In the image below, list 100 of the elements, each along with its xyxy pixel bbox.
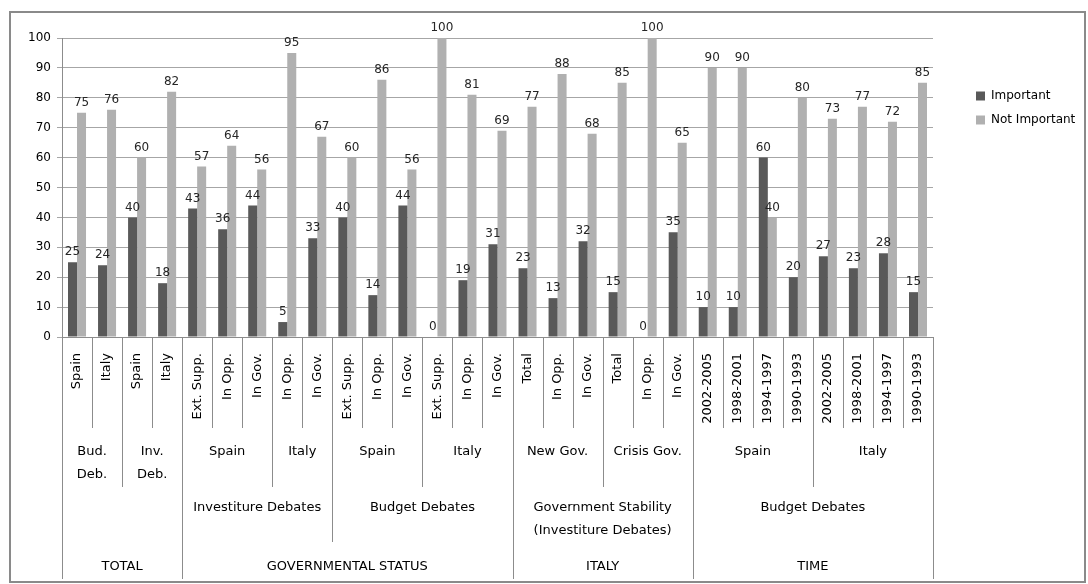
data-label: 44 <box>395 187 411 202</box>
y-tick-label: 100 <box>28 30 51 45</box>
x-tick-label: Spain <box>68 353 84 390</box>
x-tick-label: Italy <box>98 352 114 382</box>
bar <box>458 280 468 337</box>
data-label: 44 <box>245 187 261 202</box>
text: ITALY <box>586 558 620 574</box>
bar <box>788 277 798 337</box>
x-tick-label: 1998-2001 <box>849 353 865 424</box>
bar <box>308 238 318 337</box>
bar <box>818 256 828 337</box>
x-tick-label: Ext. Supp. <box>428 353 444 420</box>
x-tick-label: 2002-2005 <box>699 353 715 424</box>
data-label: 36 <box>215 211 231 226</box>
y-tick-label: 70 <box>35 119 51 134</box>
bar <box>668 232 678 337</box>
data-label: 88 <box>554 56 570 70</box>
bar <box>878 253 888 337</box>
y-tick-label: 30 <box>35 239 51 254</box>
data-label: 10 <box>695 289 711 304</box>
bar <box>218 229 228 337</box>
data-label: 100 <box>640 20 664 35</box>
bar <box>488 244 498 337</box>
text: New Gov. <box>526 443 589 459</box>
data-label: 5 <box>278 304 287 319</box>
x-tick-label: In Opp. <box>368 353 384 401</box>
bar <box>698 307 708 337</box>
data-label: 15 <box>605 274 621 289</box>
y-tick-label: 0 <box>43 329 51 344</box>
text: TOTAL <box>100 558 144 574</box>
x-tick-label: In Opp. <box>639 353 655 401</box>
x-tick-label: In Gov. <box>578 353 594 399</box>
x-tick-label: Total <box>609 353 625 385</box>
data-label: 82 <box>163 73 180 88</box>
data-label: 20 <box>785 259 801 274</box>
data-label: 15 <box>905 274 922 289</box>
legend-label: Important <box>991 88 1051 103</box>
x-tick-label: In Opp. <box>278 353 294 401</box>
legend-label: Not Important <box>991 112 1076 127</box>
data-label: 60 <box>755 139 771 154</box>
data-label: 86 <box>374 61 390 76</box>
x-tick-label: In Opp. <box>548 353 564 401</box>
data-label: 23 <box>845 250 862 265</box>
text: Italy <box>288 443 317 459</box>
text: Budget Debates <box>760 499 866 515</box>
data-label: 24 <box>94 247 111 262</box>
data-label: 40 <box>335 199 351 214</box>
data-label: 77 <box>524 88 540 103</box>
x-tick-label: In Opp. <box>458 353 474 401</box>
bar <box>278 322 288 337</box>
data-label: 65 <box>674 124 690 139</box>
text: Spain <box>209 443 246 459</box>
bar <box>98 265 108 337</box>
data-label: 85 <box>914 64 931 79</box>
data-label: 25 <box>64 244 81 259</box>
data-label: 68 <box>584 115 600 130</box>
x-tick-label: Total <box>518 353 534 385</box>
bar <box>368 295 378 337</box>
bar <box>518 268 528 337</box>
y-tick-label: 60 <box>35 149 51 164</box>
text: Budget Debates <box>369 499 476 515</box>
data-label: 56 <box>254 151 270 166</box>
data-label: 76 <box>103 91 120 106</box>
data-label: 43 <box>185 190 201 205</box>
text: Spain <box>359 443 396 459</box>
data-label: 60 <box>344 139 360 154</box>
x-tick-label: In Opp. <box>218 353 234 401</box>
x-tick-label: 1994-1997 <box>759 353 775 424</box>
data-label: 0 <box>639 319 647 334</box>
x-tick-label: 1994-1997 <box>879 353 895 424</box>
data-label: 64 <box>224 127 240 142</box>
data-label: 77 <box>854 88 871 103</box>
x-tick-label: 1990-1993 <box>789 353 805 424</box>
bar <box>68 262 78 337</box>
data-label: 90 <box>704 50 720 65</box>
data-label: 0 <box>429 319 437 334</box>
data-label: 28 <box>875 235 892 250</box>
data-label: 18 <box>154 265 171 280</box>
x-tick-label: In Gov. <box>248 353 264 399</box>
text: Investiture Debates <box>193 499 322 515</box>
data-label: 27 <box>815 238 832 253</box>
y-tick-label: 90 <box>35 60 51 75</box>
data-label: 85 <box>614 64 630 79</box>
text: TIME <box>796 558 829 574</box>
x-tick-label: In Gov. <box>488 353 504 399</box>
data-label: 32 <box>575 223 591 238</box>
text: GOVERNMENTAL STATUS <box>266 558 428 574</box>
y-tick-label: 10 <box>35 299 51 314</box>
data-label: 73 <box>824 100 841 115</box>
bar <box>608 292 618 337</box>
x-tick-label: 1990-1993 <box>909 353 925 424</box>
text: Italy <box>858 443 888 459</box>
bar <box>548 298 558 337</box>
bar <box>248 205 258 337</box>
data-label: 23 <box>515 250 531 265</box>
bar <box>398 205 408 337</box>
bar <box>578 241 588 337</box>
data-label: 19 <box>455 262 471 277</box>
text: Italy <box>453 443 482 459</box>
bar <box>728 307 738 337</box>
